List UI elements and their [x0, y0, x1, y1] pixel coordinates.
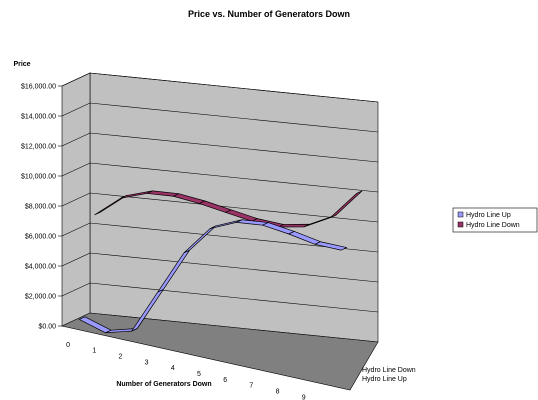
y-tick-label: $4,000.00 — [25, 264, 56, 271]
y-tick-label: $12,000.00 — [21, 144, 56, 151]
series-hydro-line-up — [78, 219, 348, 334]
segment-hydro-line-down — [329, 190, 363, 219]
x-tick-label: 3 — [145, 359, 149, 366]
depth-label: Hydro Line Up — [362, 376, 407, 383]
y-tick-label: $2,000.00 — [25, 294, 56, 301]
x-tick-label: 0 — [66, 342, 70, 349]
floor — [61, 312, 379, 391]
y-gridline — [61, 132, 379, 163]
x-tick-label: 1 — [92, 348, 96, 355]
legend-label-hydro-down: Hydro Line Down — [466, 222, 520, 229]
x-tick-label: 6 — [223, 377, 227, 384]
x-tick-label: 7 — [249, 383, 253, 390]
y-tick-label: $0.00 — [38, 324, 56, 331]
legend-swatch-hydro-up — [457, 211, 464, 218]
x-tick-label: 8 — [276, 388, 280, 395]
chart-title: Price vs. Number of Generators Down — [188, 9, 350, 19]
y-gridline — [61, 162, 379, 193]
y-axis-title: Price — [13, 61, 30, 68]
x-tick-label: 4 — [171, 365, 175, 372]
y-tick-label: $6,000.00 — [25, 234, 56, 241]
x-tick-label: 9 — [302, 394, 306, 400]
x-tick-label: 2 — [119, 354, 123, 361]
y-tick-label: $16,000.00 — [21, 84, 56, 91]
y-gridline — [61, 282, 379, 313]
legend-frame — [452, 207, 538, 233]
y-gridline — [61, 192, 379, 223]
x-tick-label: 5 — [197, 371, 201, 378]
x-axis-title: Number of Generators Down — [116, 381, 211, 388]
y-gridline — [61, 102, 379, 133]
legend-label-hydro-up: Hydro Line Up — [466, 212, 511, 219]
series-hydro-line-down — [94, 190, 363, 228]
y-tick-label: $10,000.00 — [21, 174, 56, 181]
depth-label: Hydro Line Down — [362, 367, 416, 374]
y-tick-label: $14,000.00 — [21, 114, 56, 121]
legend: Hydro Line Up Hydro Line Down — [452, 207, 538, 233]
segment-hydro-line-up — [314, 241, 348, 251]
legend-swatch-hydro-down — [457, 221, 464, 228]
y-gridline — [61, 222, 379, 253]
y-tick-label: $8,000.00 — [25, 204, 56, 211]
y-gridline — [61, 72, 379, 103]
y-gridline — [61, 252, 379, 283]
